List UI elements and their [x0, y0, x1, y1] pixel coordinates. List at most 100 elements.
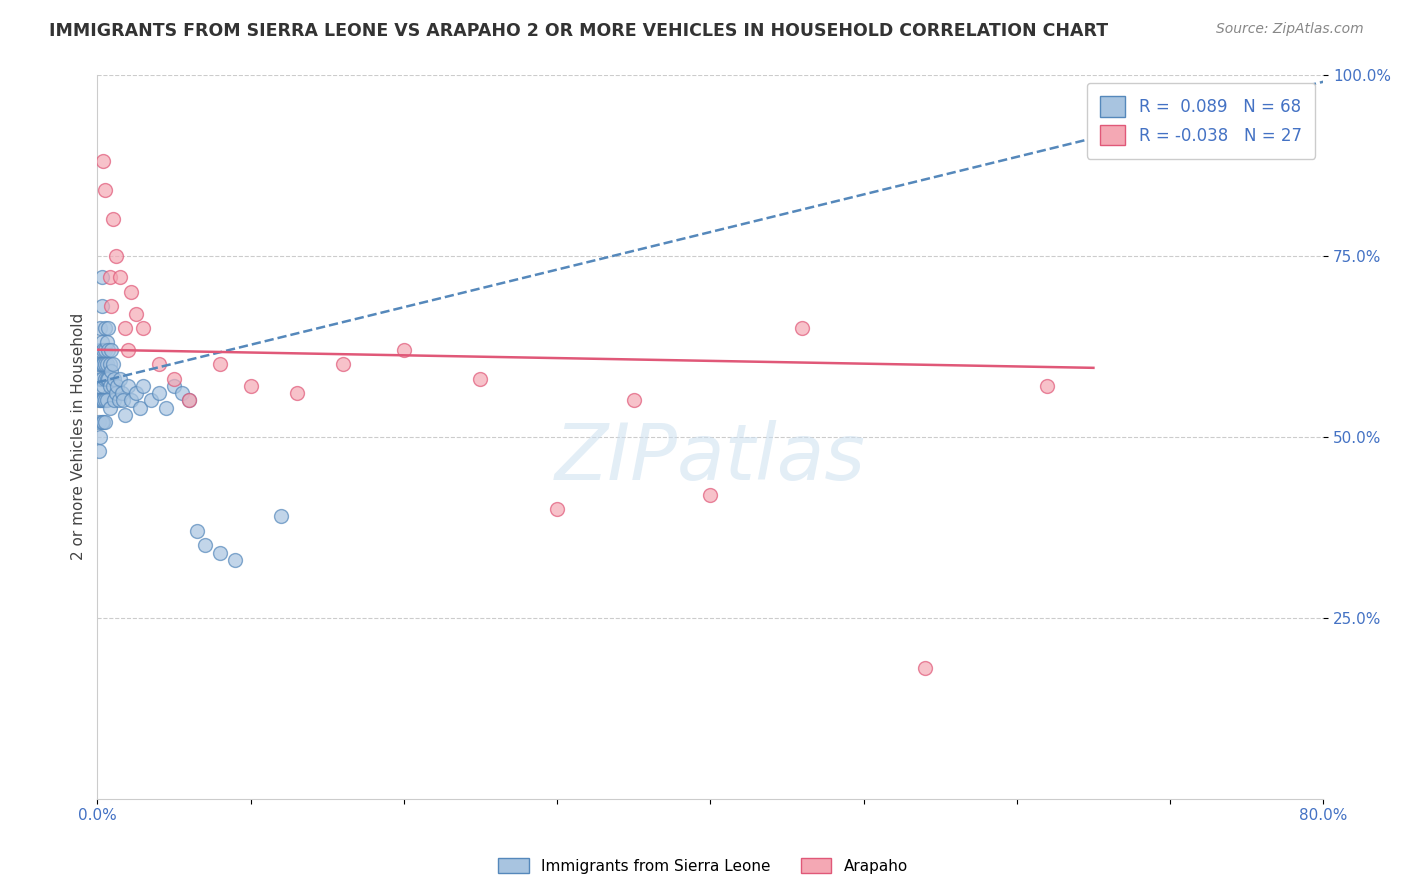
Point: [94, 415, 117, 429]
Point: [94, 183, 117, 197]
Point: [87, 393, 110, 408]
Point: [699, 487, 721, 501]
Point: [224, 553, 246, 567]
Point: [105, 379, 128, 393]
Point: [103, 372, 125, 386]
Point: [96, 372, 118, 386]
Point: [129, 401, 152, 415]
Point: [392, 343, 415, 357]
Point: [139, 393, 162, 408]
Point: [148, 386, 170, 401]
Point: [96, 335, 118, 350]
Point: [110, 372, 132, 386]
Point: [100, 364, 122, 378]
Point: [93, 379, 115, 393]
Text: ZIPatlas: ZIPatlas: [555, 420, 866, 496]
Point: [239, 379, 262, 393]
Point: [124, 306, 146, 320]
Point: [107, 393, 129, 408]
Point: [112, 393, 135, 408]
Point: [96, 393, 118, 408]
Point: [100, 343, 122, 357]
Point: [208, 357, 231, 371]
Point: [91, 415, 114, 429]
Point: [470, 372, 492, 386]
Legend: Immigrants from Sierra Leone, Arapaho: Immigrants from Sierra Leone, Arapaho: [492, 852, 914, 880]
Point: [111, 386, 134, 401]
Point: [94, 393, 117, 408]
Point: [155, 401, 177, 415]
Point: [98, 357, 121, 371]
Point: [170, 386, 193, 401]
Point: [93, 343, 115, 357]
Point: [104, 386, 127, 401]
Point: [94, 372, 117, 386]
Point: [94, 321, 117, 335]
Point: [285, 386, 308, 401]
Point: [91, 372, 114, 386]
Point: [91, 270, 114, 285]
Point: [98, 401, 121, 415]
Point: [89, 357, 111, 371]
Point: [93, 393, 115, 408]
Point: [120, 285, 142, 299]
Point: [104, 249, 127, 263]
Point: [914, 661, 936, 675]
Point: [97, 372, 120, 386]
Point: [194, 538, 217, 552]
Point: [148, 357, 170, 371]
Point: [117, 343, 139, 357]
Point: [101, 212, 124, 227]
Point: [546, 502, 568, 516]
Point: [792, 321, 814, 335]
Point: [332, 357, 354, 371]
Point: [132, 321, 155, 335]
Point: [179, 393, 201, 408]
Point: [87, 357, 110, 371]
Point: [117, 379, 139, 393]
Point: [163, 379, 186, 393]
Point: [91, 335, 114, 350]
Point: [114, 408, 136, 422]
Point: [89, 321, 111, 335]
Point: [103, 393, 125, 408]
Point: [94, 343, 117, 357]
Point: [270, 509, 292, 524]
Y-axis label: 2 or more Vehicles in Household: 2 or more Vehicles in Household: [72, 313, 86, 560]
Legend: R =  0.089   N = 68, R = -0.038   N = 27: R = 0.089 N = 68, R = -0.038 N = 27: [1087, 83, 1315, 159]
Point: [100, 299, 122, 313]
Point: [91, 299, 114, 313]
Point: [110, 270, 132, 285]
Point: [132, 379, 155, 393]
Point: [97, 321, 120, 335]
Point: [97, 343, 120, 357]
Point: [87, 415, 110, 429]
Point: [120, 393, 142, 408]
Point: [98, 379, 121, 393]
Point: [114, 321, 136, 335]
Point: [179, 393, 201, 408]
Point: [91, 393, 114, 408]
Point: [623, 393, 645, 408]
Point: [1036, 379, 1059, 393]
Point: [101, 357, 124, 371]
Point: [98, 270, 121, 285]
Point: [89, 372, 111, 386]
Point: [87, 444, 110, 458]
Point: [89, 430, 111, 444]
Point: [124, 386, 146, 401]
Point: [186, 524, 208, 538]
Point: [93, 415, 115, 429]
Point: [163, 372, 186, 386]
Point: [101, 379, 124, 393]
Point: [87, 379, 110, 393]
Text: Source: ZipAtlas.com: Source: ZipAtlas.com: [1216, 22, 1364, 37]
Point: [94, 357, 117, 371]
Point: [96, 357, 118, 371]
Point: [93, 357, 115, 371]
Point: [91, 357, 114, 371]
Text: IMMIGRANTS FROM SIERRA LEONE VS ARAPAHO 2 OR MORE VEHICLES IN HOUSEHOLD CORRELAT: IMMIGRANTS FROM SIERRA LEONE VS ARAPAHO …: [49, 22, 1108, 40]
Point: [208, 545, 231, 559]
Point: [93, 154, 115, 169]
Point: [89, 393, 111, 408]
